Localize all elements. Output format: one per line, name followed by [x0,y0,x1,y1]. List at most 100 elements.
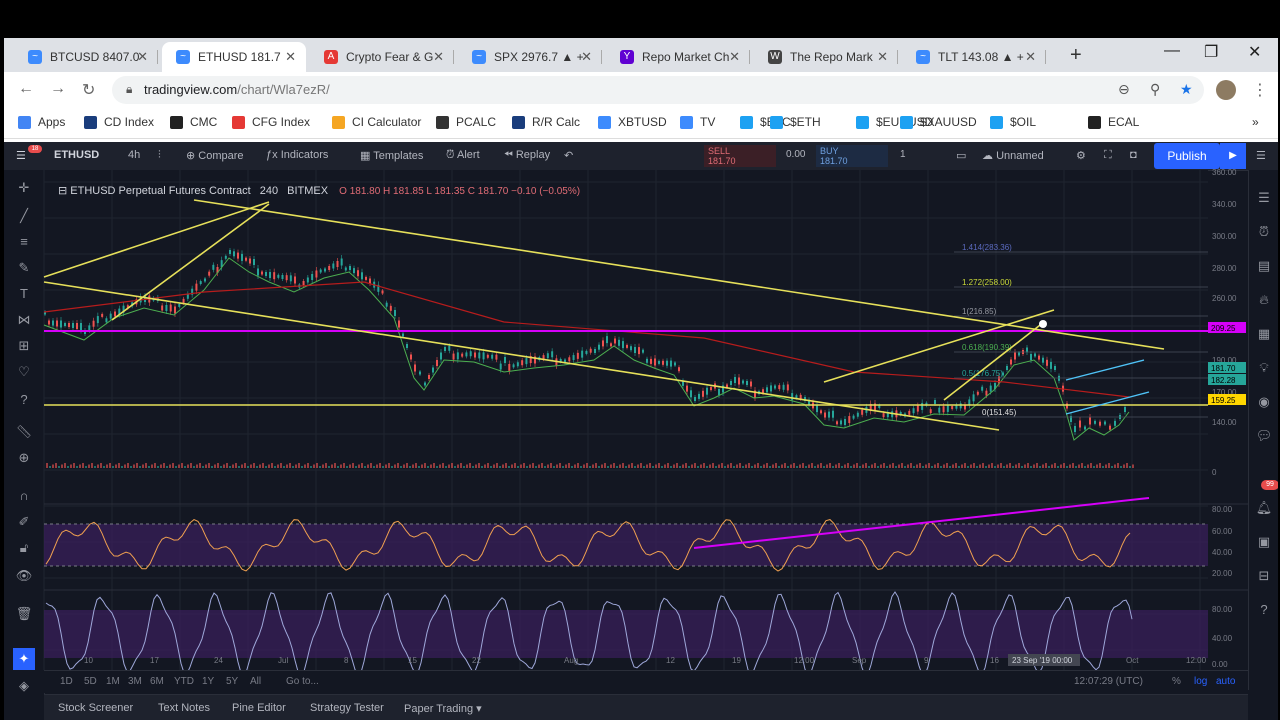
panel-tab[interactable]: Text Notes [158,702,210,714]
browser-tab[interactable]: A Crypto Fear & G ✕ [310,42,454,72]
browser-menu-icon[interactable]: ⋮ [1252,82,1268,99]
symbol-search[interactable]: ETHUSD [54,149,100,161]
panel-tab[interactable]: Strategy Tester [310,702,384,714]
reload-icon[interactable]: ↻ [82,82,96,99]
compare-button[interactable]: ⊕ Compare [186,149,244,162]
scale-option[interactable]: % [1172,676,1181,687]
new-tab-button[interactable]: + [1070,44,1082,66]
dom-icon[interactable]: ⊟ [1258,568,1270,583]
zoom-icon[interactable]: ⚲ [1150,81,1161,97]
settings-icon[interactable]: ⚙ [1076,150,1086,162]
range-button[interactable]: 5Y [226,676,239,687]
range-button[interactable]: All [250,676,262,687]
publish-button[interactable]: Publish [1154,143,1220,169]
browser-tab[interactable]: W The Repo Mark ✕ [754,42,898,72]
minimize-icon[interactable]: — [1164,42,1180,59]
browser-tab[interactable]: Y Repo Market Ch ✕ [606,42,750,72]
scale-option[interactable]: auto [1216,676,1236,687]
bookmark-item[interactable]: $ETH [770,115,821,129]
price-chart[interactable]: 1.414(283.36) 1.272(258.00) 1(216.85) 0.618… [4,142,1248,670]
ruler-icon[interactable]: 📏︎ [15,424,33,439]
undo-icon[interactable]: ↶ [564,150,574,162]
alert-button[interactable]: ⏰︎ Alert [446,149,480,162]
buy-button[interactable]: BUY 181.70 [816,145,888,167]
url-input[interactable]: 🔒︎ tradingview.com/chart/Wla7ezR/ ⊖ ⚲ ★ [112,76,1204,104]
range-button[interactable]: 3M [128,676,142,687]
lock-drawings-icon[interactable]: 🔓︎ [19,540,29,555]
pattern-icon[interactable]: ⋈ [17,312,31,327]
range-button[interactable]: 1M [106,676,120,687]
tab-close-icon[interactable]: ✕ [729,49,740,64]
bookmark-item[interactable]: $XAUUSD [900,115,977,129]
object-tree-icon[interactable]: ✦ [13,648,35,670]
layout-save-button[interactable]: ☁ Unnamed [982,149,1044,162]
panel-tab[interactable]: Paper Trading ▾ [404,703,482,715]
replay-button[interactable]: ⏪︎ Replay [504,149,550,162]
order-panel-icon[interactable]: ▣ [1257,534,1271,549]
brush-icon[interactable]: ✎ [18,260,30,275]
avatar[interactable] [1216,80,1236,100]
trash-icon[interactable]: 🗑︎ [15,606,33,621]
zoom-in-icon[interactable]: ⊕ [18,450,30,465]
tab-close-icon[interactable]: ✕ [433,49,444,64]
play-icon[interactable]: ▶ [1220,143,1246,169]
crosshair-icon[interactable]: ✛ [18,180,30,195]
templates-button[interactable]: ▦ Templates [360,149,423,162]
range-button[interactable]: 1D [60,676,73,687]
maximize-icon[interactable]: ❐ [1204,44,1219,61]
location-icon[interactable]: ⊖ [1118,81,1130,97]
camera-icon[interactable]: ◘ [1130,149,1137,161]
streams-icon[interactable]: ◉ [1258,394,1270,409]
icons-icon[interactable]: ? [20,392,28,407]
hamburger-icon[interactable]: ☰ [16,150,26,162]
bookmark-item[interactable]: $OIL [990,115,1036,129]
range-button[interactable]: YTD [174,676,194,687]
prediction-icon[interactable]: ⊞ [18,338,30,353]
bookmark-item[interactable]: XBTUSD [598,115,667,129]
tab-close-icon[interactable]: ✕ [285,49,296,64]
utc-clock[interactable]: 12:07:29 (UTC) [1074,676,1143,687]
tab-close-icon[interactable]: ✕ [1025,49,1036,64]
range-button[interactable]: 5D [84,676,97,687]
indicators-button[interactable]: ƒx Indicators [266,149,328,161]
calendar-icon[interactable]: ▦ [1257,326,1271,341]
watchlist-icon[interactable]: ☰ [1256,150,1266,162]
text-icon[interactable]: T [20,286,28,301]
alerts-side-icon[interactable]: ⏰︎ [1258,224,1270,239]
scale-option[interactable]: log [1194,676,1208,687]
browser-tab[interactable]: ~ BTCUSD 8407.0 ✕ [14,42,158,72]
panel-tab[interactable]: Stock Screener [58,702,134,714]
eye-icon[interactable]: 👁︎ [15,568,33,583]
fib-icon[interactable]: ≡ [20,234,28,249]
bookmark-item[interactable]: R/R Calc [512,115,580,129]
layers-icon[interactable]: ◈ [19,678,29,693]
browser-tab[interactable]: ~ SPX 2976.7 ▲ + ✕ [458,42,602,72]
range-button[interactable]: Go to... [286,676,319,687]
back-icon[interactable]: ← [18,80,34,97]
hotlist-icon[interactable]: 🔥︎ [1259,292,1269,307]
interval-selector[interactable]: 4h [128,149,141,161]
legend-collapse-icon[interactable]: ⊟ [58,185,71,197]
bookmark-item[interactable]: Apps [18,115,65,129]
bookmark-item[interactable]: CFG Index [232,115,310,129]
stay-drawing-icon[interactable]: ✐ [18,514,30,529]
watchlist-side-icon[interactable]: ☰ [1258,190,1270,205]
magnet-icon[interactable]: ∩ [19,488,29,503]
notifications-icon[interactable]: 🔔︎ [1255,500,1273,515]
close-window-icon[interactable]: ✕ [1248,44,1262,61]
quantity-value[interactable]: 1 [900,149,906,160]
ideas-icon[interactable]: 💡︎ [1259,360,1269,375]
range-button[interactable]: 1Y [202,676,215,687]
layout-icon[interactable]: ▭ [956,150,967,162]
fullscreen-icon[interactable]: ⛶ [1104,149,1112,161]
bookmark-item[interactable]: CMC [170,115,217,129]
bookmarks-overflow-icon[interactable]: » [1252,115,1259,129]
bookmark-item[interactable]: TV [680,115,715,129]
tab-close-icon[interactable]: ✕ [581,49,592,64]
help-icon[interactable]: ? [1260,602,1268,617]
forward-icon[interactable]: → [50,80,66,97]
bookmark-item[interactable]: CI Calculator [332,115,421,129]
bookmark-item[interactable]: ECAL [1088,115,1139,129]
bar-style-icon[interactable]: ⫶ [158,149,161,161]
browser-tab[interactable]: ~ ETHUSD 181.7 ✕ [162,42,306,72]
